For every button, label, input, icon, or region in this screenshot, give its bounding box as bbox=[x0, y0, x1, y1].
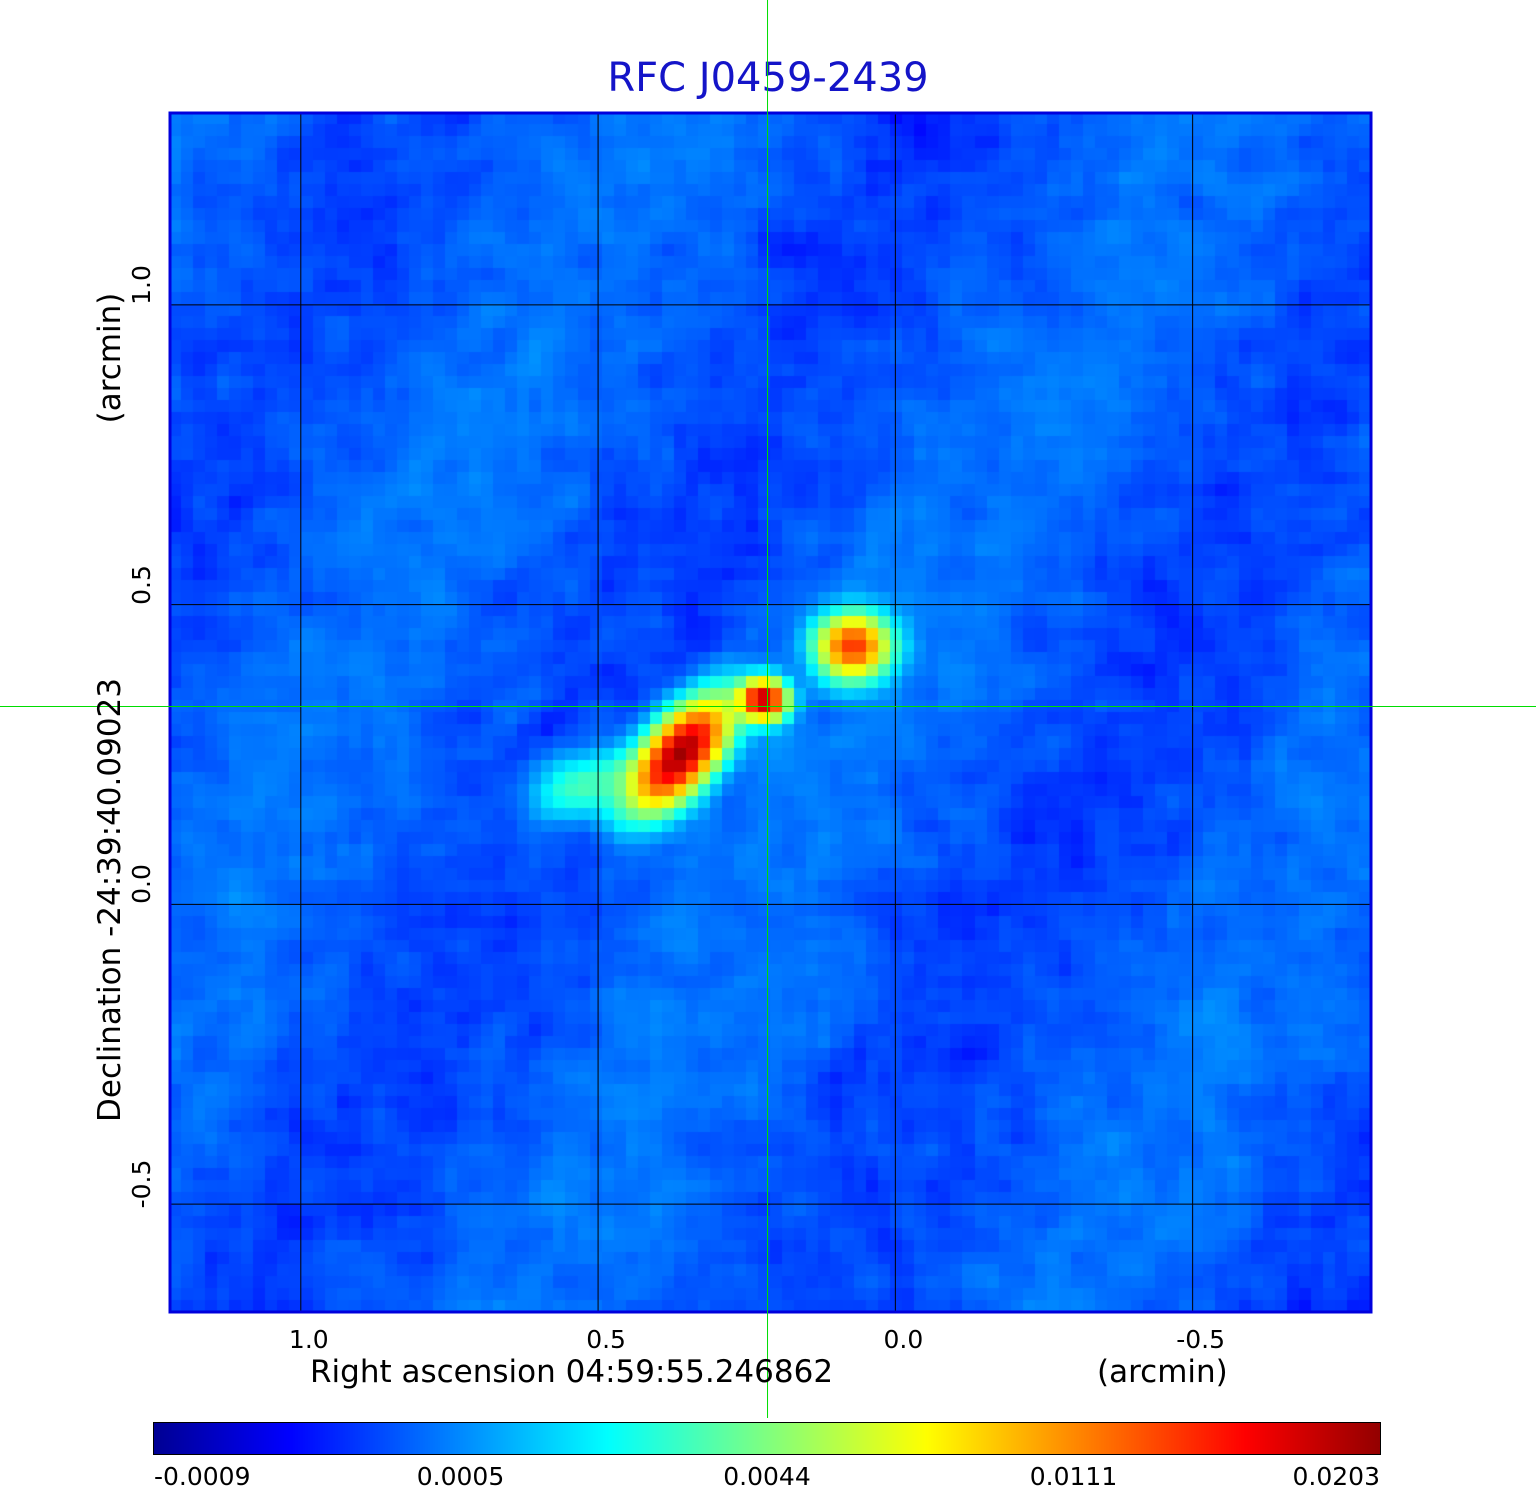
y-tick-label: 1.0 bbox=[127, 264, 156, 305]
heatmap-image bbox=[169, 112, 1372, 1313]
colorbar bbox=[153, 1422, 1381, 1455]
colorbar-tick-label: 0.0005 bbox=[416, 1462, 505, 1491]
x-tick-label: -0.5 bbox=[1176, 1325, 1226, 1354]
colorbar-tick-label: 0.0044 bbox=[723, 1462, 811, 1491]
colorbar-tick-label: 0.0111 bbox=[1029, 1462, 1118, 1491]
x-tick-label: 1.0 bbox=[288, 1325, 329, 1354]
colorbar-tick-label: -0.0009 bbox=[154, 1462, 251, 1491]
x-tick-label: 0.5 bbox=[586, 1325, 626, 1354]
y-axis-label: Declination -24:39:40.09023 bbox=[92, 678, 128, 1122]
y-axis-unit: (arcmin) bbox=[92, 292, 128, 424]
colorbar-tick-label: 0.0203 bbox=[1292, 1462, 1380, 1491]
y-tick-label: 0.0 bbox=[127, 864, 156, 905]
x-axis-unit: (arcmin) bbox=[1097, 1354, 1228, 1390]
x-tick-label: 0.0 bbox=[883, 1325, 924, 1354]
chart-title: RFC J0459-2439 bbox=[607, 55, 929, 101]
y-tick-label: 0.5 bbox=[127, 564, 156, 605]
y-tick-label: -0.5 bbox=[127, 1159, 156, 1209]
x-axis-label: Right ascension 04:59:55.246862 bbox=[310, 1354, 834, 1390]
